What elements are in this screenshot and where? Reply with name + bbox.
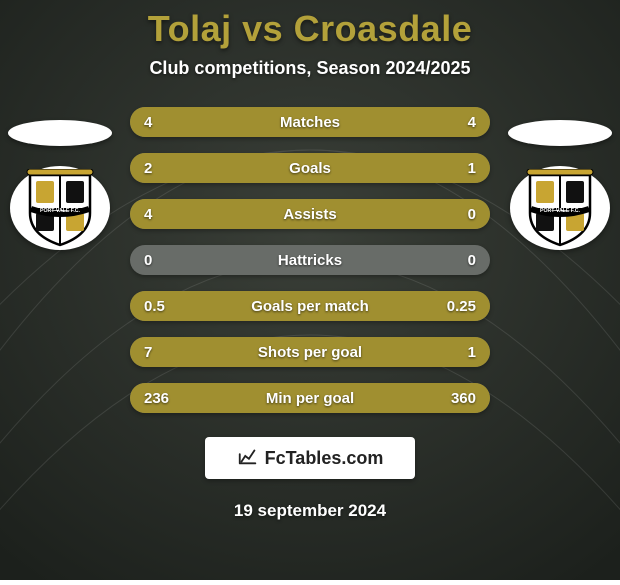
stat-label: Goals: [130, 160, 490, 177]
stat-label: Goals per match: [130, 298, 490, 315]
stat-value-right: 1: [468, 344, 476, 361]
crest-text: PORT VALE F.C.: [540, 208, 581, 214]
stat-value-right: 0.25: [447, 298, 476, 315]
fctables-badge: FcTables.com: [205, 437, 415, 479]
page-title: Tolaj vs Croasdale: [148, 8, 472, 50]
player-left-club-crest: PORT VALE F.C.: [10, 166, 110, 250]
date-text: 19 september 2024: [234, 501, 386, 521]
stat-value-right: 1: [468, 160, 476, 177]
stat-value-right: 360: [451, 390, 476, 407]
club-crest-icon: PORT VALE F.C.: [525, 169, 595, 247]
stat-row: 7Shots per goal1: [130, 337, 490, 367]
stat-label: Min per goal: [130, 390, 490, 407]
stat-row: 0Hattricks0: [130, 245, 490, 275]
stat-row: 236Min per goal360: [130, 383, 490, 413]
stat-row: 2Goals1: [130, 153, 490, 183]
player-left-block: PORT VALE F.C.: [8, 120, 112, 250]
fctables-badge-text: FcTables.com: [265, 448, 384, 469]
stat-value-right: 0: [468, 252, 476, 269]
stat-row: 0.5Goals per match0.25: [130, 291, 490, 321]
stat-value-right: 0: [468, 206, 476, 223]
stat-value-right: 4: [468, 114, 476, 131]
content-root: Tolaj vs Croasdale Club competitions, Se…: [0, 0, 620, 580]
subtitle: Club competitions, Season 2024/2025: [149, 58, 470, 79]
stat-label: Matches: [130, 114, 490, 131]
stat-row: 4Matches4: [130, 107, 490, 137]
player-left-photo-placeholder: [8, 120, 112, 146]
player-right-block: PORT VALE F.C.: [508, 120, 612, 250]
stat-label: Hattricks: [130, 252, 490, 269]
player-right-photo-placeholder: [508, 120, 612, 146]
fctables-logo-icon: [237, 445, 259, 472]
club-crest-icon: PORT VALE F.C.: [25, 169, 95, 247]
crest-text: PORT VALE F.C.: [40, 208, 81, 214]
stat-label: Shots per goal: [130, 344, 490, 361]
stat-row: 4Assists0: [130, 199, 490, 229]
stat-label: Assists: [130, 206, 490, 223]
player-right-club-crest: PORT VALE F.C.: [510, 166, 610, 250]
stats-container: 4Matches42Goals14Assists00Hattricks00.5G…: [130, 107, 490, 413]
